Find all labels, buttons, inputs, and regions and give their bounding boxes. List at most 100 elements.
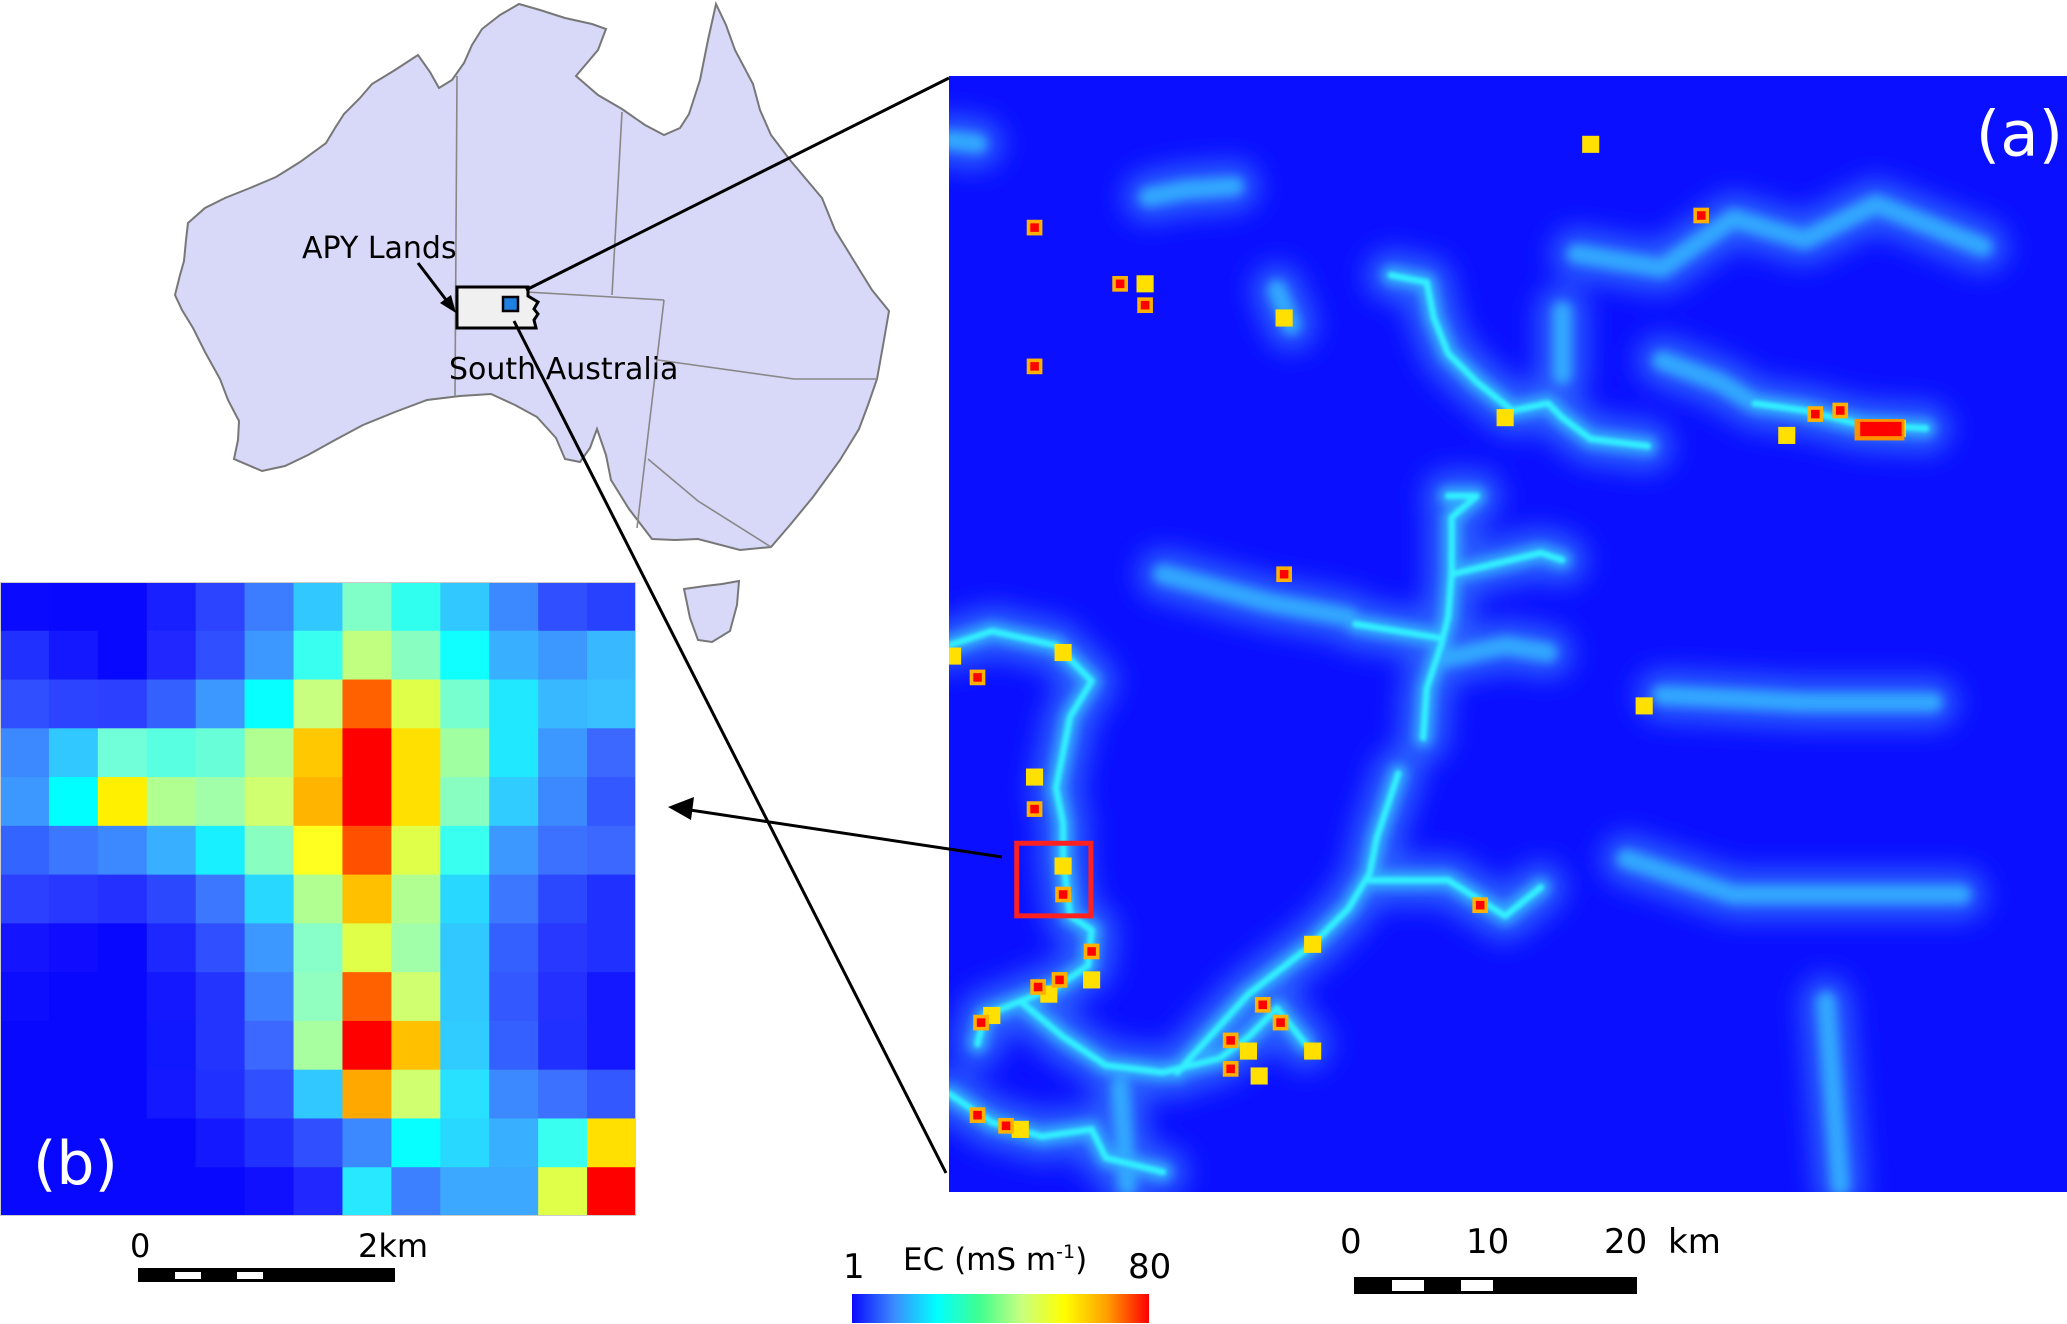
grid-cell (391, 1118, 441, 1168)
grid-cell (440, 582, 490, 632)
hotspot (1279, 569, 1289, 579)
grid-cell (293, 582, 343, 632)
grid-cell (0, 1020, 50, 1071)
grid-cell (0, 777, 50, 827)
grid-cell (489, 582, 539, 632)
grid-cell (342, 679, 392, 729)
grid-cell (293, 874, 343, 924)
grid-cell (342, 582, 392, 632)
grid-cell (489, 1069, 539, 1119)
grid-cell (48, 825, 99, 876)
hotspot (1835, 406, 1845, 415)
grid-cell (538, 728, 588, 778)
grid-cell (244, 923, 295, 973)
hotspot (1011, 1120, 1029, 1138)
grid-cell (489, 630, 539, 681)
grid-cell (391, 630, 441, 681)
hotspot (1030, 223, 1039, 232)
grid-cell (48, 1118, 99, 1168)
grid-cell (0, 728, 50, 778)
ec-colour-legend: 1 EC (mS m-1) 80 (843, 1241, 1171, 1323)
panel-b-ec-grid: (b) (0, 582, 636, 1216)
hotspot (1258, 1000, 1268, 1010)
hotspot (1087, 947, 1096, 956)
grid-cell (489, 777, 539, 827)
apy-lands-label: APY Lands (302, 231, 457, 266)
grid-cell (538, 972, 588, 1022)
apy-lands-region (455, 285, 541, 330)
scale-bar-a: 0 10 20 km (1340, 1222, 1721, 1294)
grid-cell (0, 679, 50, 729)
grid-cell (195, 1167, 246, 1216)
grid-cell (146, 1118, 197, 1168)
grid-cell (440, 923, 490, 973)
grid-cell (146, 679, 197, 729)
grid-cell (195, 679, 246, 729)
grid-cell (244, 728, 295, 778)
grid-cell (48, 972, 99, 1022)
hotspot (949, 647, 962, 665)
grid-cell (391, 679, 441, 729)
grid-cell (538, 923, 588, 973)
grid-cell (48, 874, 99, 924)
hotspot (1030, 804, 1039, 814)
grid-cell (489, 825, 539, 876)
channel-path (1617, 849, 1971, 904)
grid-cell (48, 728, 99, 778)
grid-cell (97, 582, 148, 632)
hotspot (1054, 643, 1072, 662)
hotspot (1083, 971, 1101, 989)
connector-line-top (525, 76, 950, 292)
grid-cell (440, 874, 490, 924)
scale-a-unit: km (1668, 1222, 1721, 1262)
grid-cell (391, 1069, 441, 1119)
grid-cell (146, 972, 197, 1022)
grid-cell (538, 825, 588, 876)
panel-a-label: (a) (1976, 98, 2063, 171)
grid-cell (489, 1020, 539, 1071)
hotspot (1030, 362, 1039, 371)
grid-cell (146, 825, 197, 876)
grid-cell (97, 630, 148, 681)
grid-cell (195, 777, 246, 827)
hotspot (1276, 1018, 1285, 1027)
channel-path (1139, 177, 1244, 207)
hotspot-layer (949, 135, 1906, 1138)
scale-b-label-0: 0 (130, 1227, 150, 1265)
grid-cell (391, 582, 441, 632)
channel-path (1567, 194, 1993, 278)
grid-cell (440, 777, 490, 827)
hotspot (1635, 697, 1653, 715)
grid-cell (244, 1020, 295, 1071)
channel-path (1652, 685, 1943, 712)
hotspot (1033, 982, 1043, 992)
grid-cell (0, 874, 50, 924)
grid-cell (342, 825, 392, 876)
grid-cell (48, 1069, 99, 1119)
grid-cell (97, 777, 148, 827)
channel-core (1419, 492, 1480, 742)
hotspot (1226, 1036, 1235, 1045)
grid-cell (440, 825, 490, 876)
grid-cell (48, 582, 99, 632)
grid-cell (97, 1118, 148, 1168)
grid-cell (440, 1069, 490, 1119)
grid-cell (195, 1069, 246, 1119)
hotspot (1275, 309, 1293, 327)
grid-cell (489, 923, 539, 973)
grid-cell (146, 582, 197, 632)
grid-cell (587, 1069, 636, 1119)
grid-cell (293, 679, 343, 729)
grid-cell (440, 1020, 490, 1071)
grid-cell (391, 777, 441, 827)
grid-cell (587, 1118, 636, 1168)
grid-cell (146, 1069, 197, 1119)
grid-cell (342, 777, 392, 827)
hotspot (1055, 975, 1064, 985)
grid-cell (342, 1069, 392, 1119)
grid-cell (489, 1167, 539, 1216)
grid-cell (195, 972, 246, 1022)
grid-cell (391, 825, 441, 876)
hotspot (1696, 211, 1706, 220)
